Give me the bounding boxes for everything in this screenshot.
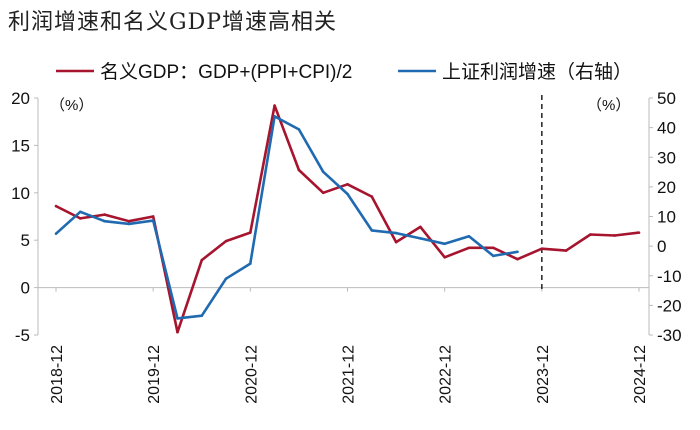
data-point-1 [516, 257, 519, 261]
left-tick-label: -5 [15, 326, 30, 345]
right-tick-label: 10 [657, 208, 676, 227]
left-unit-label: （%） [50, 97, 93, 114]
data-point-1 [176, 330, 179, 334]
left-tick-label: 15 [11, 136, 30, 155]
data-point-1 [564, 249, 568, 252]
left-tick-label: 10 [11, 184, 30, 203]
right-tick-label: 40 [657, 119, 676, 138]
right-tick-label: 0 [657, 237, 666, 256]
x-tick-label: 2024-12 [632, 345, 649, 404]
data-point-1 [419, 225, 422, 229]
data-point-1 [370, 195, 374, 198]
data-point-1 [540, 247, 544, 251]
data-point-1 [78, 217, 82, 220]
left-tick-label: 0 [21, 279, 30, 298]
series-line-2 [55, 115, 518, 320]
x-tick-label: 2022-12 [438, 345, 455, 404]
left-tick-label: 20 [11, 89, 30, 108]
x-tick-label: 2021-12 [341, 345, 358, 404]
right-tick-label: -10 [657, 267, 682, 286]
data-point-1 [103, 213, 106, 216]
data-point-1 [443, 255, 446, 259]
data-point-1 [589, 233, 592, 236]
data-point-2 [200, 314, 204, 318]
data-point-2 [321, 170, 325, 174]
data-point-2 [127, 222, 131, 226]
x-tick-label: 2023-12 [535, 345, 552, 404]
data-point-1 [200, 258, 204, 262]
data-point-1 [297, 168, 301, 172]
data-point-2 [370, 229, 374, 232]
data-point-1 [394, 240, 398, 244]
x-tick-label: 2019-12 [146, 345, 163, 404]
right-tick-label: 30 [657, 148, 676, 167]
data-point-1 [346, 182, 349, 186]
data-point-2 [491, 254, 495, 258]
data-point-2 [346, 192, 349, 196]
right-unit-label: （%） [587, 97, 630, 114]
legend-nominal-gdp-label: 名义GDP：GDP+(PPI+CPI)/2 [100, 61, 352, 83]
data-point-2 [78, 210, 82, 214]
data-point-2 [467, 235, 471, 238]
data-point-2 [516, 250, 519, 254]
data-point-2 [54, 232, 58, 235]
data-point-2 [419, 237, 422, 240]
data-point-1 [467, 246, 471, 250]
right-tick-label: -30 [657, 326, 682, 345]
legend-sse-profit-label: 上证利润增速（右轴） [442, 61, 632, 83]
left-tick-label: 5 [21, 231, 30, 250]
chart-title: 利润增速和名义GDP增速高相关 [8, 10, 338, 35]
x-tick-label: 2018-12 [49, 345, 66, 404]
data-point-2 [103, 219, 106, 223]
data-point-1 [273, 104, 276, 107]
data-point-2 [443, 242, 446, 246]
data-point-1 [151, 215, 155, 218]
x-tick-label: 2020-12 [243, 345, 260, 404]
series-line-1 [55, 104, 640, 334]
data-point-2 [151, 219, 155, 222]
data-point-1 [613, 234, 617, 237]
right-tick-label: 20 [657, 178, 676, 197]
data-point-1 [321, 191, 325, 195]
data-point-2 [273, 115, 276, 118]
data-point-2 [249, 262, 252, 265]
data-point-1 [491, 246, 495, 250]
data-point-2 [297, 128, 301, 131]
data-point-1 [637, 231, 641, 234]
right-tick-label: -20 [657, 296, 682, 315]
right-tick-label: 50 [657, 89, 676, 108]
data-point-2 [394, 231, 398, 235]
data-point-1 [54, 204, 58, 208]
data-point-2 [176, 317, 179, 320]
data-point-1 [127, 219, 131, 223]
data-point-2 [224, 277, 228, 281]
data-point-1 [249, 231, 252, 234]
data-point-1 [224, 239, 228, 243]
